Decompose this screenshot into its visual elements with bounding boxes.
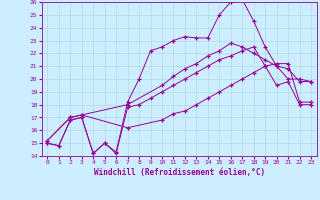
- X-axis label: Windchill (Refroidissement éolien,°C): Windchill (Refroidissement éolien,°C): [94, 168, 265, 177]
